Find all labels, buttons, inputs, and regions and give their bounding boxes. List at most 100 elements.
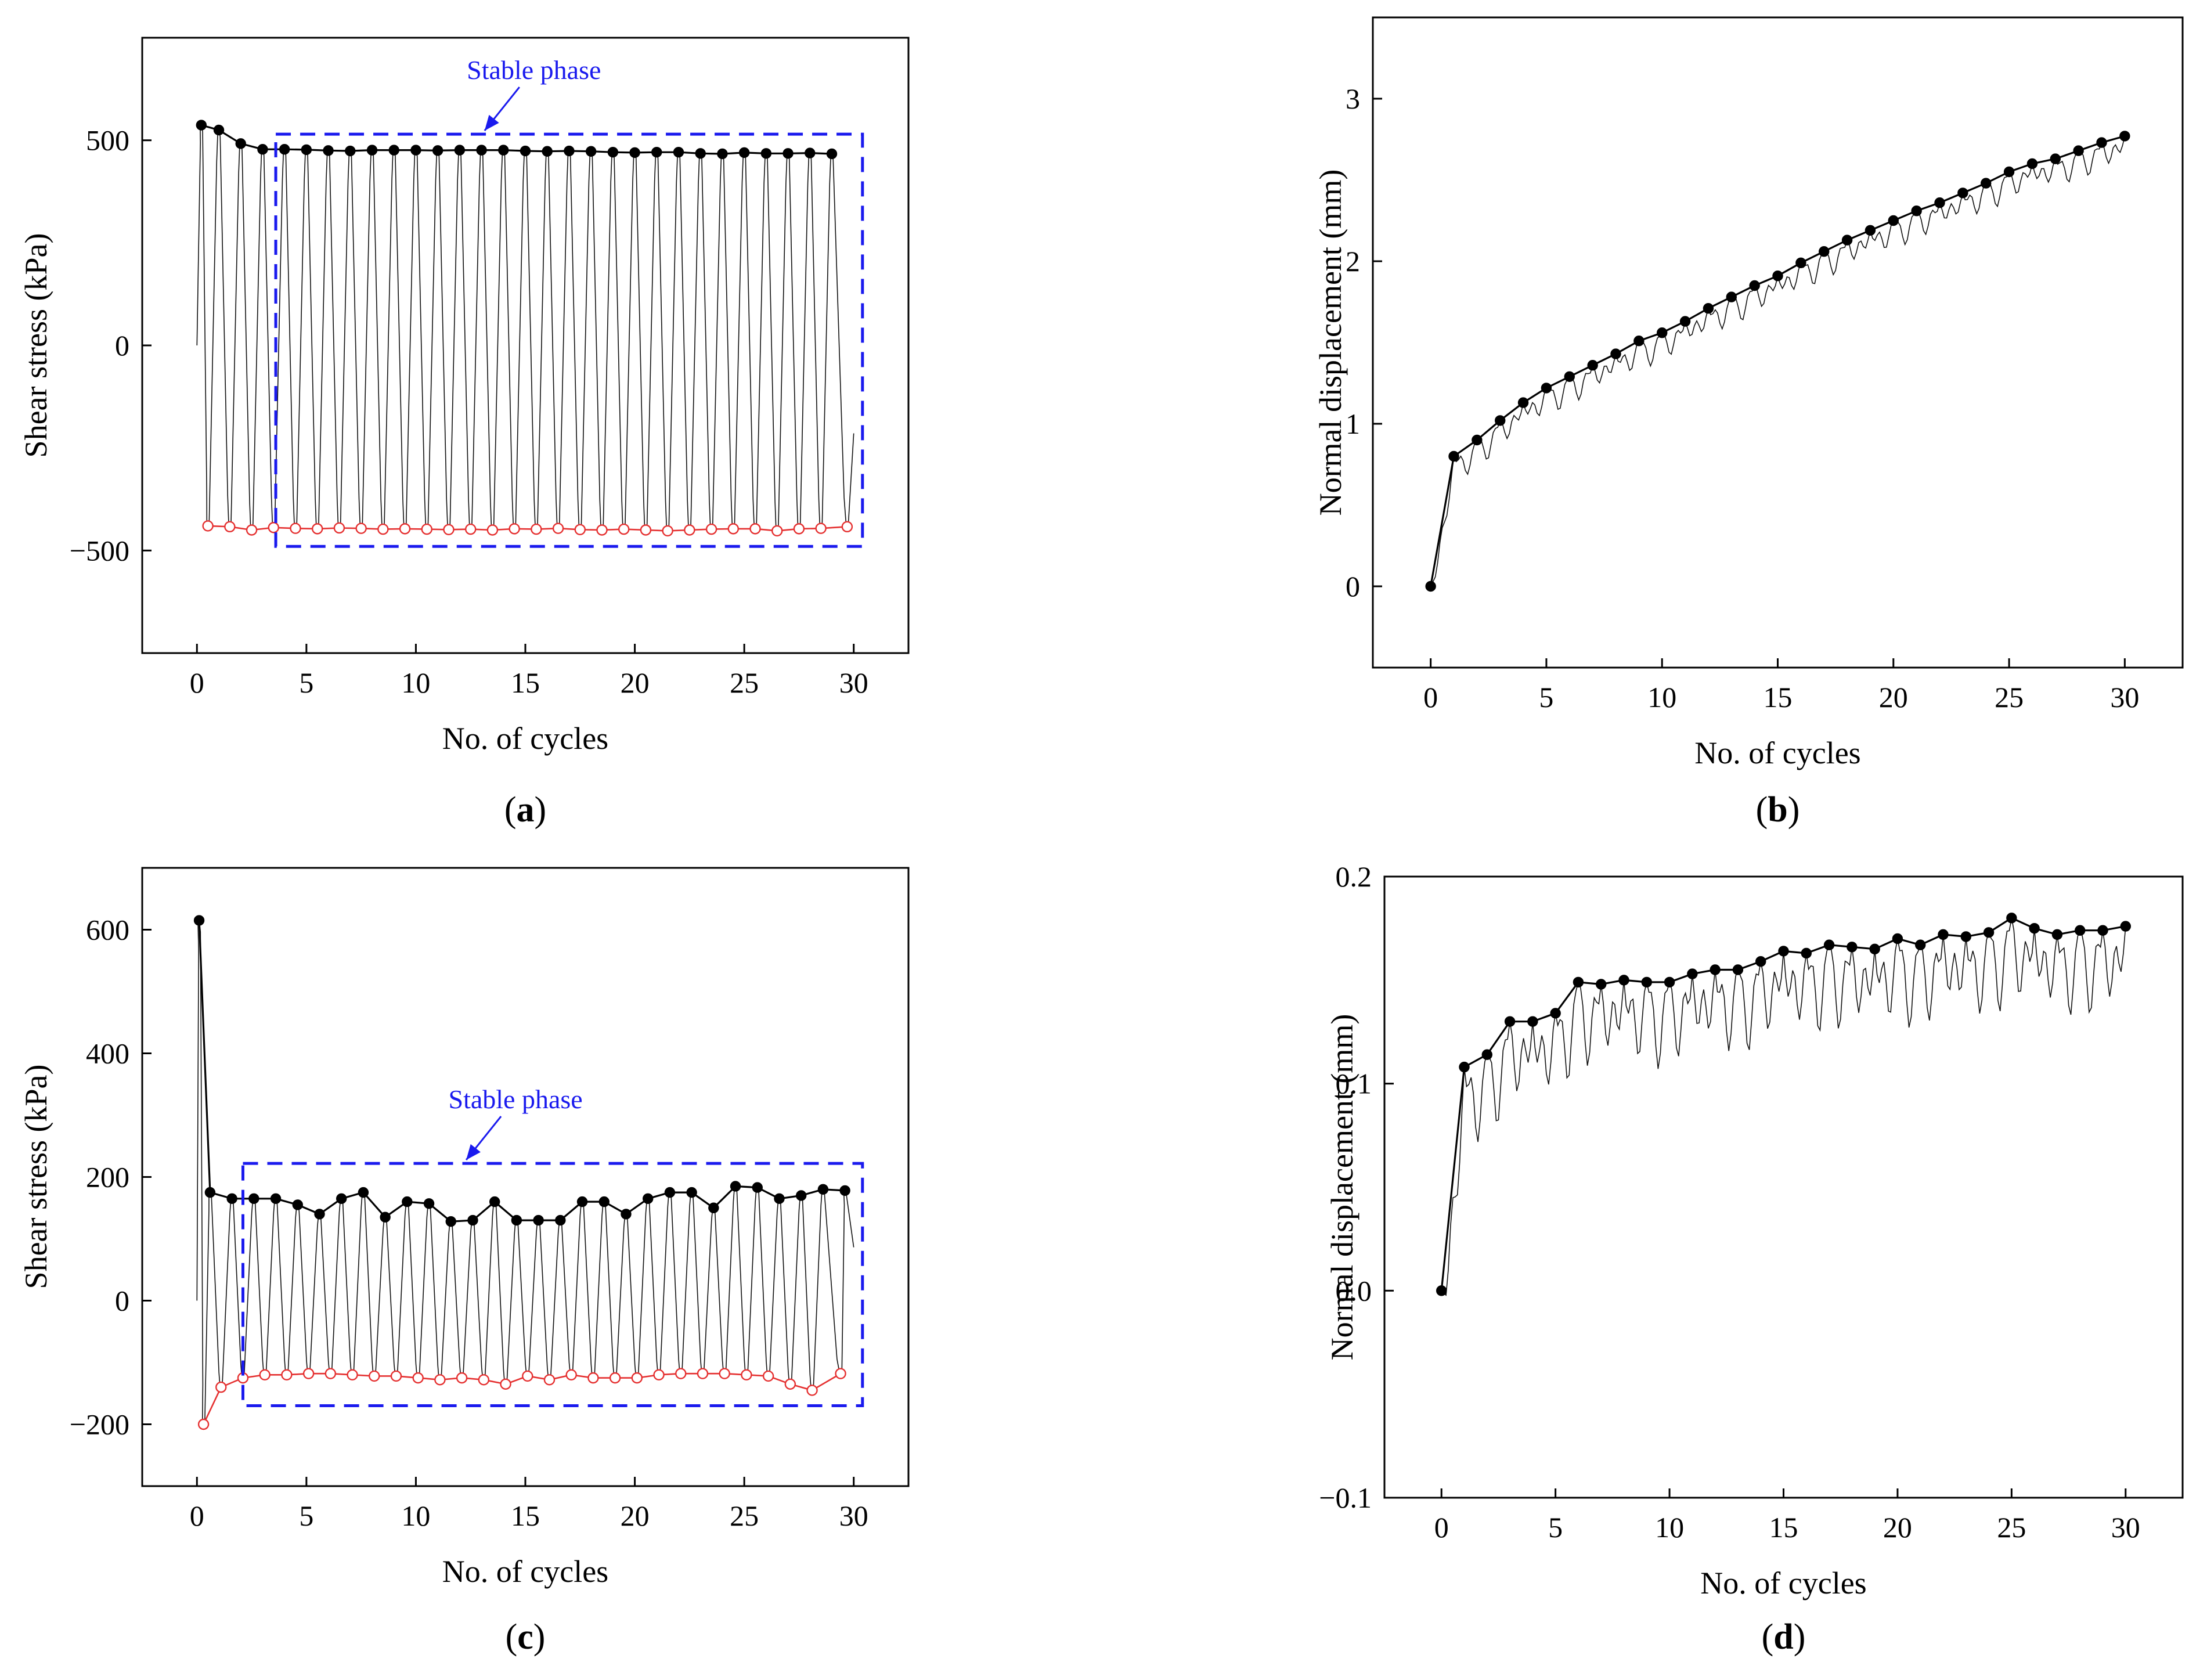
- peak-point: [380, 1212, 391, 1223]
- peak-point: [1934, 197, 1945, 208]
- peak-point: [1710, 964, 1721, 975]
- cyclic-raw-line: [196, 123, 854, 533]
- trough-point: [390, 1370, 402, 1382]
- y-axis-title: Shear stress (kPa): [19, 233, 53, 458]
- x-tick-label: 10: [1647, 681, 1676, 713]
- x-tick-label: 25: [1997, 1511, 2026, 1544]
- peak-point: [651, 146, 662, 158]
- peak-point: [467, 1214, 478, 1226]
- peak-point: [717, 148, 728, 160]
- trough-point: [443, 524, 455, 535]
- peak-point: [673, 146, 684, 158]
- peak-point: [774, 1193, 785, 1204]
- peak-point: [1527, 1016, 1538, 1027]
- y-tick-label: −200: [70, 1408, 129, 1441]
- peak-envelope-line: [201, 124, 832, 155]
- trough-point: [640, 524, 652, 536]
- x-tick-label: 20: [1883, 1511, 1912, 1544]
- x-tick-label: 20: [621, 1499, 650, 1532]
- panel-label: (a): [504, 790, 546, 830]
- peak-point: [795, 1190, 807, 1201]
- trough-point: [609, 1372, 621, 1384]
- stable-phase-arrowhead: [484, 114, 499, 131]
- trough-point: [281, 1369, 293, 1381]
- peak-point: [1564, 371, 1575, 382]
- trough-point: [421, 523, 432, 535]
- peak-point: [1911, 206, 1922, 217]
- peak-point: [489, 1196, 500, 1207]
- stable-phase-arrowhead: [466, 1144, 481, 1160]
- trough-point: [324, 1368, 337, 1379]
- peak-point: [204, 1187, 216, 1198]
- peak-point: [1732, 964, 1744, 975]
- peak-point: [782, 148, 794, 159]
- peak-point: [730, 1181, 741, 1192]
- peak-point: [708, 1202, 719, 1213]
- y-axis-title: Shear stress (kPa): [19, 1065, 53, 1289]
- trough-point: [215, 1381, 227, 1393]
- x-tick-label: 20: [621, 666, 650, 699]
- trough-point: [596, 524, 608, 536]
- peak-point: [1459, 1061, 1470, 1073]
- peak-point: [2119, 131, 2130, 142]
- peak-point: [2029, 922, 2040, 934]
- peak-point: [1888, 215, 1899, 226]
- peak-point: [2073, 145, 2084, 156]
- trough-point: [290, 522, 301, 534]
- peak-point: [805, 147, 816, 158]
- peak-point: [366, 145, 378, 156]
- peak-point: [423, 1198, 435, 1209]
- trough-point: [675, 1368, 687, 1379]
- peak-point: [695, 148, 706, 159]
- peak-point: [2075, 925, 2086, 936]
- x-tick-label: 5: [1548, 1511, 1563, 1544]
- peak-point: [1981, 178, 1992, 189]
- peak-point: [1550, 1008, 1561, 1019]
- peak-point: [1596, 979, 1607, 990]
- peak-point: [292, 1199, 303, 1210]
- peak-point: [2051, 929, 2063, 940]
- x-tick-label: 25: [730, 1499, 759, 1532]
- y-tick-label: 0: [115, 329, 129, 362]
- trough-point: [522, 1370, 533, 1382]
- x-axis-title: No. of cycles: [1700, 1566, 1866, 1600]
- peak-point: [1687, 968, 1698, 979]
- peak-point: [279, 144, 290, 155]
- y-axis-title: Normal displacement (mm): [1325, 1014, 1359, 1361]
- trough-point: [552, 522, 564, 534]
- peak-point: [1641, 976, 1652, 988]
- peak-point: [336, 1193, 347, 1204]
- peak-point: [1938, 929, 1949, 940]
- y-tick-label: 2: [1346, 245, 1360, 277]
- x-tick-label: 0: [1423, 681, 1438, 713]
- peak-point: [1495, 415, 1506, 426]
- trough-point: [246, 524, 258, 536]
- panel-label: (b): [1756, 790, 1800, 830]
- peak-point: [270, 1193, 282, 1204]
- peak-point: [1801, 947, 1812, 959]
- peak-point: [1679, 316, 1691, 327]
- trough-point: [399, 523, 411, 535]
- x-tick-label: 0: [190, 1499, 204, 1532]
- peak-point: [213, 124, 225, 136]
- y-tick-label: 1: [1346, 408, 1360, 440]
- peak-point: [1573, 976, 1584, 988]
- peak-envelope-line: [1440, 917, 2126, 1291]
- panel-b: 0 5 10 15 20 25 30 0 1 2 3 No. of cycles Normal disp…: [1313, 16, 2184, 830]
- peak-point: [664, 1187, 676, 1198]
- peak-point: [621, 1209, 632, 1220]
- peak-point: [498, 145, 509, 156]
- peak-point: [1749, 280, 1760, 291]
- peak-point: [1847, 942, 1858, 953]
- x-axis-title: No. of cycles: [442, 1554, 608, 1589]
- stable-phase-label: Stable phase: [448, 1084, 582, 1114]
- peak-point: [410, 145, 421, 156]
- peak-point: [2096, 137, 2107, 148]
- peak-point: [1481, 1049, 1492, 1060]
- x-tick-label: 10: [401, 666, 430, 699]
- x-tick-label: 30: [839, 1499, 868, 1532]
- peak-point: [301, 144, 312, 156]
- trough-point: [771, 525, 783, 537]
- peak-point: [1915, 939, 1926, 950]
